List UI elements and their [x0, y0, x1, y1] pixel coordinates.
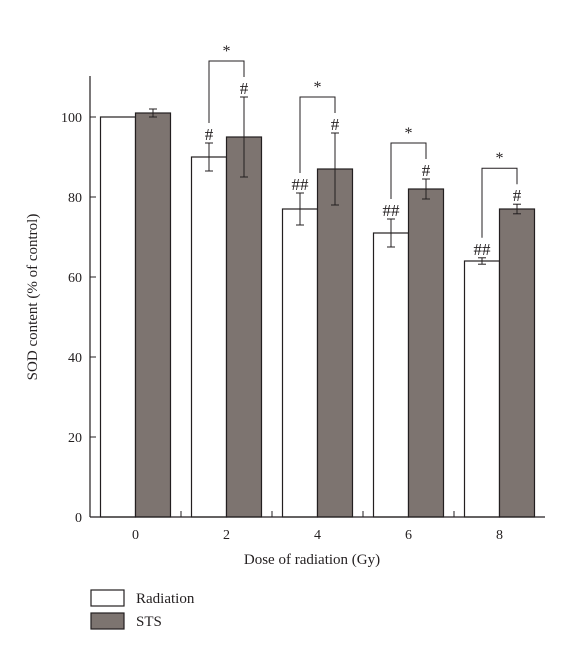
- axes-layer: 0 20 40 60 80 100 0 2 4 6 8: [61, 76, 545, 543]
- y-tick-label: 60: [68, 271, 82, 286]
- annotations-layer: ##*###*###*###*: [149, 43, 522, 265]
- comparison-bracket: [481, 167, 518, 238]
- significance-star: *: [223, 43, 231, 60]
- bar-sts: [407, 188, 445, 518]
- bar-radiation: [190, 156, 228, 518]
- comparison-bracket: [299, 96, 336, 173]
- y-tick-label: 40: [68, 351, 82, 366]
- significance-hash: #: [331, 115, 340, 134]
- bar-radiation: [99, 116, 137, 518]
- bar-sts: [498, 208, 536, 518]
- bar-radiation: [372, 232, 410, 518]
- y-tick-label: 80: [68, 191, 82, 206]
- bars-layer: [99, 112, 536, 518]
- y-tick-label: 100: [61, 111, 82, 126]
- significance-hash: ##: [474, 240, 492, 259]
- significance-hash: #: [513, 186, 522, 205]
- x-tick-label: 0: [132, 528, 139, 543]
- significance-hash: #: [205, 125, 214, 144]
- bar-sts: [316, 168, 354, 518]
- significance-star: *: [496, 150, 504, 167]
- y-tick-label: 20: [68, 431, 82, 446]
- comparison-bracket: [390, 142, 427, 199]
- significance-hash: ##: [292, 175, 310, 194]
- legend-label-radiation: Radiation: [136, 591, 195, 607]
- legend-label-sts: STS: [136, 614, 162, 630]
- comparison-bracket: [208, 60, 245, 123]
- significance-star: *: [405, 125, 413, 142]
- legend-swatch-radiation: [90, 589, 125, 607]
- significance-hash: #: [422, 161, 431, 180]
- bar-sts: [134, 112, 172, 518]
- significance-hash: ##: [383, 201, 401, 220]
- x-axis-title: Dose of radiation (Gy): [244, 552, 380, 568]
- bar-radiation: [463, 260, 501, 518]
- legend: Radiation STS: [90, 589, 195, 630]
- x-tick-label: 8: [496, 528, 503, 543]
- x-tick-label: 6: [405, 528, 412, 543]
- x-tick-label: 2: [223, 528, 230, 543]
- significance-hash: #: [240, 79, 249, 98]
- x-tick-label: 4: [314, 528, 321, 543]
- bar-sts: [225, 136, 263, 518]
- bar-radiation: [281, 208, 319, 518]
- y-axis-title: SOD content (% of control): [25, 214, 41, 381]
- legend-swatch-sts: [90, 612, 125, 630]
- significance-star: *: [314, 79, 322, 96]
- y-tick-label: 0: [75, 511, 82, 526]
